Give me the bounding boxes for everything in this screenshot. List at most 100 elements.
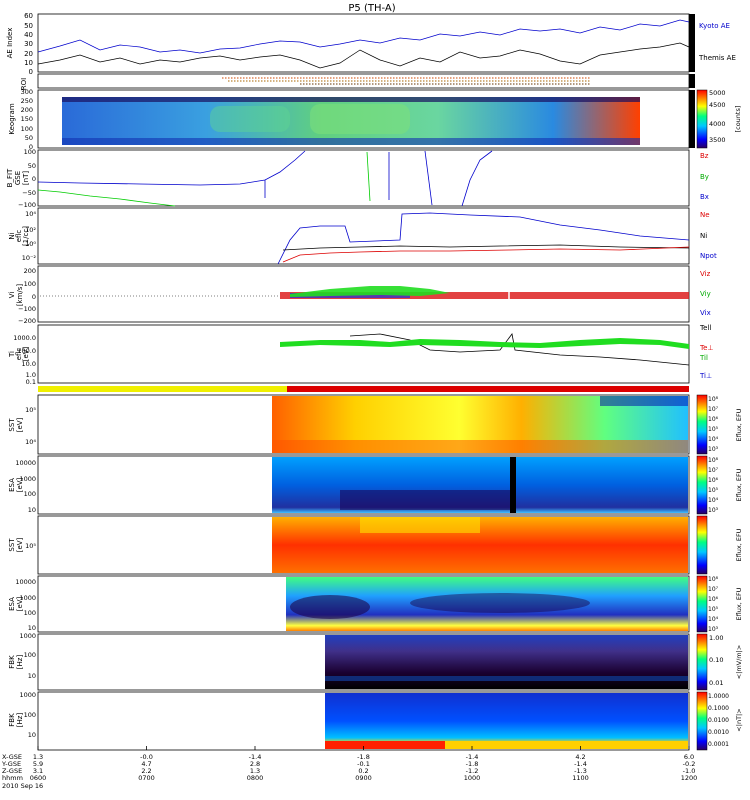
series-bx: [461, 150, 493, 207]
sst-e-cbar-tick: 10⁵: [708, 426, 719, 433]
x-tick-y_gse: 2.8: [250, 760, 260, 768]
x-tick-times: 1200: [681, 774, 698, 782]
series-viz: [280, 292, 689, 299]
esa-e-ylabel: ESA: [8, 478, 16, 492]
ae-legend-kyoto: Kyoto AE: [699, 22, 730, 30]
vi-tick: −200: [18, 317, 36, 325]
esa-e-cbar-tick: 10⁶: [708, 477, 719, 484]
ae-tick: 10: [24, 59, 33, 67]
ti-tick: 1000.0: [13, 334, 36, 342]
esa-e-ylabel: [eV]: [16, 477, 24, 492]
fbk1-cbar-tick: 0.01: [709, 679, 723, 687]
esa-i-cbar-tick: 10⁸: [708, 576, 719, 583]
x-tick-x_gse: -1.4: [466, 753, 479, 761]
ti-tick: 100.0: [17, 347, 36, 355]
series-themis-ae: [37, 42, 690, 69]
bfit-legend-by: By: [700, 173, 709, 181]
x-gse-label: X-GSE: [2, 753, 22, 761]
vi-tick: 0: [32, 293, 36, 301]
x-tick-times: 0600: [30, 774, 47, 782]
ae-legend-themis: Themis AE: [698, 54, 736, 62]
ae-ylabel: AE Index: [6, 28, 14, 59]
vi-ylabel: Vi: [8, 292, 16, 299]
ti-tick: 1.0: [26, 371, 36, 379]
esa-i-tick: 1000: [19, 594, 36, 602]
fbk1-cbar-tick: 1.00: [709, 634, 723, 642]
fbk-magnetic-panel: FBK [Hz] 1000 100 10 1.0000 0.1000 0.010…: [8, 691, 743, 751]
ti-frame: [37, 324, 690, 384]
region-bar-yellow: [38, 386, 287, 392]
fbk2-tick: 1000: [19, 691, 36, 699]
x-tick-times: 0700: [138, 774, 155, 782]
x-tick-y_gse: -1.8: [466, 760, 479, 768]
fbk1-tick: 10: [28, 672, 36, 680]
sst-e-cbar-tick: 10⁸: [708, 396, 719, 403]
ni-panel: Ni eflc [1/cc] 10⁴ 10² 10⁰ 10⁻² Ne Ni Np…: [8, 207, 717, 265]
sst-i-colorbar: [696, 515, 708, 575]
vi-legend-vix: Vix: [700, 309, 711, 317]
fbk2-tick: 10: [28, 731, 36, 739]
bfit-tick: −50: [22, 189, 36, 197]
esa-i-tick: 100: [24, 609, 36, 617]
vi-tick: 100: [24, 280, 36, 288]
ni-tick: 10⁴: [25, 210, 36, 218]
ti-ylabel: [eV]: [22, 346, 30, 361]
esa-i-cbar-tick: 10⁶: [708, 596, 719, 603]
hhmm-label: hhmm: [2, 774, 23, 782]
x-tick-x_gse: 4.2: [575, 753, 585, 761]
ni-frame: [37, 207, 690, 265]
ti-legend-til: Til: [699, 354, 708, 362]
ni-ylabel: eflc: [15, 230, 23, 243]
esa-i-tick: 10: [28, 624, 36, 632]
bfit-ylabel: [nT]: [22, 171, 30, 185]
sst-e-cbar-tick: 10⁶: [708, 416, 719, 423]
series-bx: [37, 150, 306, 186]
fbk1-cbar-tick: 0.10: [709, 656, 723, 664]
keogram-tick: 0: [29, 143, 33, 151]
ti-ylabel: Ti: [8, 351, 16, 358]
ti-tick: 0.1: [26, 378, 36, 386]
x-tick-z_gse: 3.1: [33, 767, 43, 775]
x-tick-times: 1000: [464, 774, 481, 782]
x-tick-x_gse: -0.0: [140, 753, 153, 761]
esa-e-cbar-tick: 10⁴: [708, 497, 719, 504]
keogram-panel: Keogram 300 250 200 150 100 50 0 5000 45…: [8, 88, 742, 151]
x-tick-times: 1100: [572, 774, 589, 782]
sst-ion-panel: SST [eV] 10⁵ Eflux, EFU: [8, 515, 743, 575]
x-tick-x_gse: -1.4: [249, 753, 262, 761]
bfit-tick: 0: [32, 175, 36, 183]
date-label: 2010 Sep 16: [2, 782, 43, 790]
sst-electron-panel: SST [eV] 10⁵ 10⁴ 10⁸ 10⁷ 10⁶ 10⁵ 10⁴ 10³…: [8, 394, 743, 455]
x-tick-z_gse: 2.2: [141, 767, 151, 775]
keogram-cbar-tick: 5000: [709, 89, 726, 97]
vi-tick: 200: [24, 267, 36, 275]
esa-e-cbar-tick: 10⁵: [708, 487, 719, 494]
esa-e-tick: 10: [28, 506, 36, 514]
fbk1-ylabel: FBK: [8, 655, 16, 669]
ni-ylabel: Ni: [8, 232, 16, 239]
bfit-tick: 100: [24, 148, 36, 156]
sst-e-cbar-tick: 10³: [708, 446, 719, 453]
ni-tick: 10⁰: [25, 240, 36, 248]
x-tick-y_gse: -1.4: [574, 760, 587, 768]
esa-i-cbar-tick: 10⁴: [708, 616, 719, 623]
fbk2-cbar-tick: 0.0001: [708, 741, 729, 748]
x-tick-y_gse: 5.9: [33, 760, 43, 768]
bfit-panel: B_FIT GSE [nT] 100 50 0 −50 −100 Bz By B…: [6, 148, 709, 209]
series-ne: [282, 246, 690, 263]
esa-e-tick: 10000: [15, 459, 36, 467]
esa-i-cbar-tick: 10³: [708, 626, 719, 633]
series-tell: [349, 333, 690, 366]
ae-tick: 0: [29, 68, 33, 76]
esa-e-gap: [510, 457, 516, 513]
sst-e-ylabel: SST: [8, 418, 16, 432]
keogram-tick: 250: [21, 97, 33, 105]
vi-ylabel: [km/s]: [16, 284, 24, 307]
fbk2-ylabel: FBK: [8, 713, 16, 727]
ae-tick: 60: [24, 12, 33, 20]
esa-e-colorbar: [696, 455, 708, 515]
x-tick-z_gse: -1.3: [574, 767, 587, 775]
sst-e-ylabel: [eV]: [16, 417, 24, 432]
series-viy: [290, 286, 450, 297]
vi-panel: Vi [km/s] 200 100 0 −100 −200 Viz Viy Vi…: [8, 265, 711, 325]
